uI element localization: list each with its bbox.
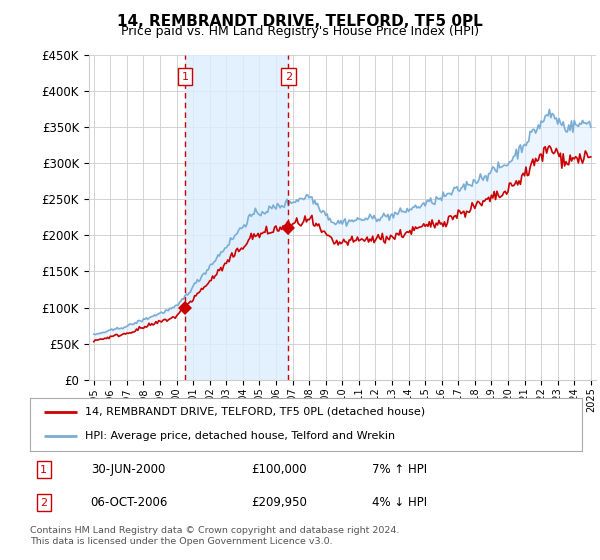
Text: 14, REMBRANDT DRIVE, TELFORD, TF5 0PL: 14, REMBRANDT DRIVE, TELFORD, TF5 0PL [117,14,483,29]
Text: 06-OCT-2006: 06-OCT-2006 [91,496,168,509]
Text: HPI: Average price, detached house, Telford and Wrekin: HPI: Average price, detached house, Telf… [85,431,395,441]
Text: 7% ↑ HPI: 7% ↑ HPI [372,463,427,476]
Text: 30-JUN-2000: 30-JUN-2000 [91,463,165,476]
Text: 1: 1 [40,465,47,475]
Text: 4% ↓ HPI: 4% ↓ HPI [372,496,427,509]
Text: 2: 2 [285,72,292,82]
Text: 14, REMBRANDT DRIVE, TELFORD, TF5 0PL (detached house): 14, REMBRANDT DRIVE, TELFORD, TF5 0PL (d… [85,407,425,417]
Text: 2: 2 [40,498,47,507]
Text: Price paid vs. HM Land Registry's House Price Index (HPI): Price paid vs. HM Land Registry's House … [121,25,479,38]
Text: £209,950: £209,950 [251,496,307,509]
Text: Contains HM Land Registry data © Crown copyright and database right 2024.
This d: Contains HM Land Registry data © Crown c… [30,526,400,546]
Text: 1: 1 [181,72,188,82]
Bar [185,55,289,380]
Text: £100,000: £100,000 [251,463,307,476]
